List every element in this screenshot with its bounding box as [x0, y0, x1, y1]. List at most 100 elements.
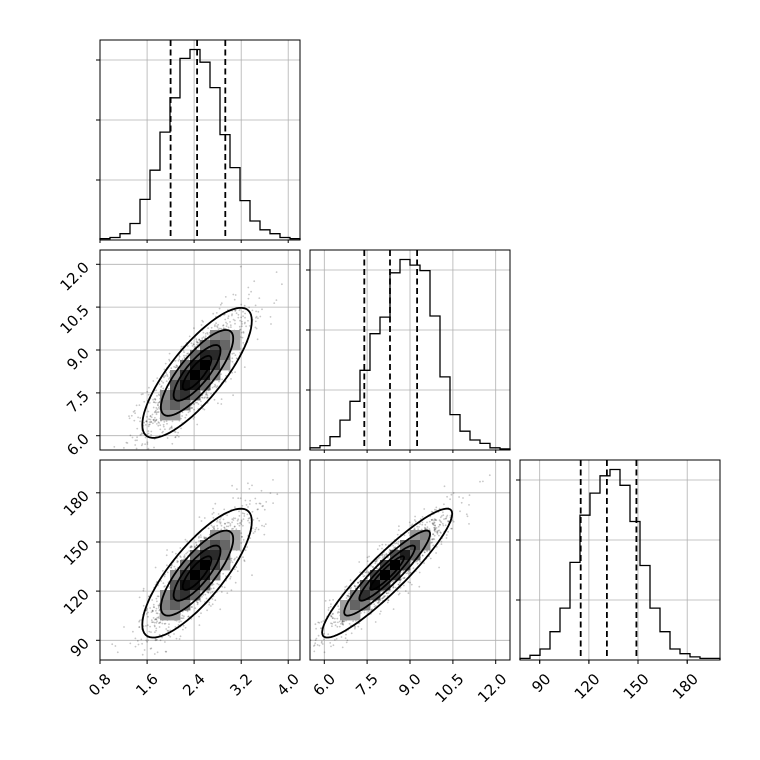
sample-point [213, 386, 215, 388]
sample-point [223, 324, 225, 326]
sample-point [246, 504, 248, 506]
sample-point [446, 496, 448, 498]
sample-point [243, 539, 245, 541]
panel-frame [520, 460, 720, 660]
sample-point [439, 519, 441, 521]
sample-point [187, 616, 189, 618]
sample-point [197, 341, 199, 343]
sample-point [270, 492, 272, 494]
sample-point [211, 525, 213, 527]
sample-point [156, 601, 158, 603]
sample-point [180, 617, 182, 619]
sample-point [212, 591, 214, 593]
sample-point [176, 638, 178, 640]
sample-point [156, 395, 158, 397]
sample-point [235, 582, 237, 584]
sample-point [147, 616, 149, 618]
sample-point [148, 424, 150, 426]
sample-point [303, 637, 305, 639]
sample-point [206, 332, 208, 334]
sample-point [398, 584, 400, 586]
histogram-panel-1 [96, 40, 300, 240]
sample-point [116, 680, 118, 682]
sample-point [226, 514, 228, 516]
sample-point [265, 523, 267, 525]
sample-point [411, 584, 413, 586]
sample-point [393, 608, 395, 610]
sample-point [328, 607, 330, 609]
sample-point [382, 597, 384, 599]
sample-point [394, 543, 396, 545]
sample-point [469, 494, 471, 496]
sample-point [241, 536, 243, 538]
sample-point [451, 494, 453, 496]
sample-point [200, 534, 202, 536]
sample-point [336, 638, 338, 640]
sample-point [245, 325, 247, 327]
sample-point [157, 651, 159, 653]
sample-point [206, 591, 208, 593]
sample-point [434, 527, 436, 529]
panel-frame [100, 40, 300, 240]
sample-point [149, 421, 151, 423]
sample-point [191, 342, 193, 344]
sample-point [435, 552, 437, 554]
sample-point [281, 283, 283, 285]
sample-point [335, 621, 337, 623]
sample-point [307, 640, 309, 642]
sample-point [194, 546, 196, 548]
sample-point [159, 429, 161, 431]
sample-point [242, 315, 244, 317]
sample-point [212, 603, 214, 605]
sample-point [468, 504, 470, 506]
sample-point [249, 500, 251, 502]
sample-point [134, 412, 136, 414]
sample-point [226, 592, 228, 594]
sample-point [165, 372, 167, 374]
sample-point [258, 520, 260, 522]
sample-point [437, 533, 439, 535]
sample-point [206, 397, 208, 399]
sample-point [442, 514, 444, 516]
sample-point [446, 516, 448, 518]
sample-point [219, 608, 221, 610]
sample-point [163, 377, 165, 379]
sample-point [152, 422, 154, 424]
sample-point [242, 556, 244, 558]
sample-point [153, 407, 155, 409]
sample-point [183, 556, 185, 558]
sample-point [165, 628, 167, 630]
sample-point [163, 424, 165, 426]
sample-point [205, 333, 207, 335]
sample-point [216, 312, 218, 314]
sample-point [384, 595, 386, 597]
sample-point [166, 554, 168, 556]
sample-point [150, 462, 152, 464]
sample-point [354, 585, 356, 587]
histogram-panel-3 [516, 460, 720, 660]
sample-point [421, 524, 423, 526]
sample-point [135, 440, 137, 442]
sample-point [123, 447, 125, 449]
sample-point [256, 527, 258, 529]
sample-point [255, 529, 257, 531]
sample-point [337, 622, 339, 624]
sample-point [458, 496, 460, 498]
density-cell [390, 560, 400, 570]
sample-point [188, 411, 190, 413]
sample-point [168, 359, 170, 361]
sample-point [443, 503, 445, 505]
sample-point [123, 626, 125, 628]
sample-point [229, 578, 231, 580]
sample-point [159, 622, 161, 624]
sample-point [321, 641, 323, 643]
sample-point [453, 492, 455, 494]
sample-point [198, 536, 200, 538]
sample-point [204, 594, 206, 596]
sample-point [185, 355, 187, 357]
sample-point [135, 638, 137, 640]
sample-point [442, 523, 444, 525]
sample-point [153, 606, 155, 608]
sample-point [221, 525, 223, 527]
sample-point [216, 583, 218, 585]
